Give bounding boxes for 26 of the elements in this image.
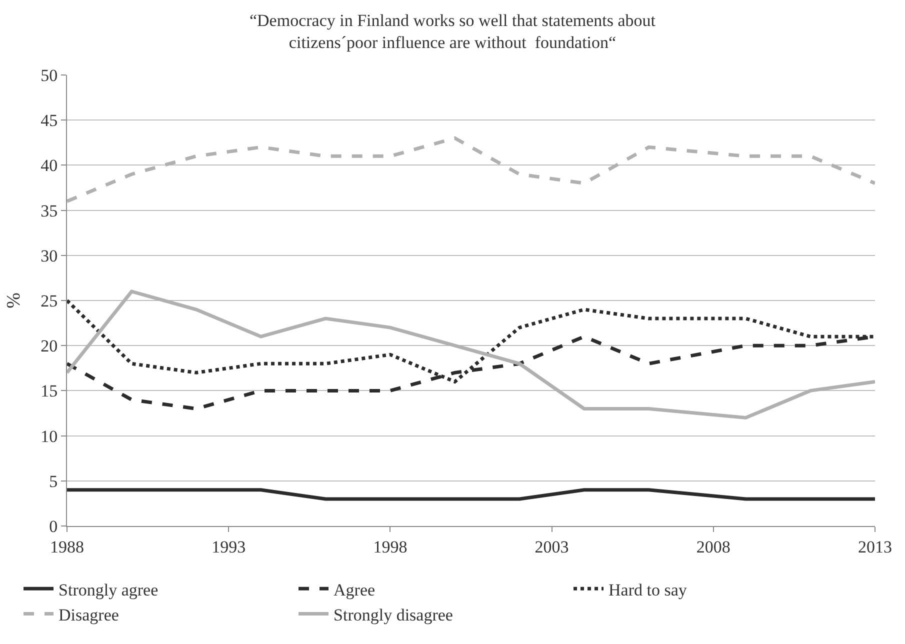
y-tick-label: 25 <box>40 291 58 310</box>
y-tick-label: 40 <box>40 156 58 176</box>
line-series <box>67 290 875 420</box>
y-tick-label: 45 <box>40 111 58 130</box>
y-tick-label: 0 <box>49 516 58 536</box>
x-tick-label: 2003 <box>534 537 569 556</box>
line-series <box>67 136 875 204</box>
x-tick-label: 2013 <box>858 537 892 556</box>
x-tick-label: 1998 <box>373 537 408 556</box>
y-tick-label: 35 <box>40 201 58 220</box>
y-tick-label: 50 <box>40 66 58 85</box>
x-tick-label: 1988 <box>50 537 84 556</box>
y-tick-label: 20 <box>40 336 58 356</box>
y-tick-label: 5 <box>49 472 58 491</box>
chart-title: “Democracy in Finland works so well that statements about citizens´poor influence are without foundation“ <box>249 10 656 52</box>
x-tick-label: 2008 <box>696 537 730 556</box>
legend-label: Strongly disagree <box>334 605 453 624</box>
legend-label: Hard to say <box>608 580 688 600</box>
legend-label: Agree <box>334 580 376 600</box>
y-tick-label: 10 <box>40 426 58 446</box>
legend-label: Strongly agree <box>58 580 158 600</box>
x-tick-label: 1993 <box>212 537 246 556</box>
y-tick-label: 30 <box>40 246 58 266</box>
legend-label: Disagree <box>58 605 119 624</box>
y-tick-label: 15 <box>40 382 58 401</box>
y-axis-title: % <box>3 292 24 308</box>
